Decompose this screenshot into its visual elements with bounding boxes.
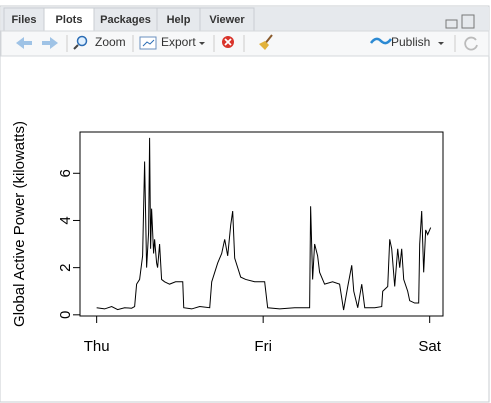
export-icon bbox=[142, 39, 155, 47]
tab[interactable]: Plots bbox=[43, 7, 95, 32]
clear-all-button[interactable] bbox=[259, 34, 273, 50]
tab[interactable]: Help bbox=[156, 7, 201, 32]
y-tick-label: 6 bbox=[57, 169, 74, 177]
zoom-icon bbox=[76, 35, 88, 47]
tab-label: Help bbox=[167, 14, 191, 26]
back-button[interactable] bbox=[16, 37, 32, 49]
tab[interactable]: Packages bbox=[93, 7, 158, 32]
publish-icon bbox=[369, 37, 393, 45]
tab-label: Viewer bbox=[209, 14, 245, 26]
y-tick-label: 2 bbox=[57, 263, 74, 271]
chart: Global Active Power (kilowatts) 0 2 4 6 Thu F… bbox=[11, 121, 444, 355]
dropdown-arrow bbox=[199, 42, 205, 45]
broom-icon bbox=[259, 41, 269, 50]
data-line bbox=[96, 137, 432, 311]
zoom-label: Zoom bbox=[95, 35, 126, 49]
plot-box bbox=[79, 131, 444, 317]
forward-button[interactable] bbox=[42, 37, 58, 49]
x-tick-label: Thu bbox=[84, 338, 110, 355]
tab[interactable]: Files bbox=[3, 7, 45, 32]
zoom-button[interactable]: Zoom bbox=[73, 35, 126, 50]
dropdown-arrow bbox=[438, 42, 444, 45]
tab[interactable]: Viewer bbox=[199, 7, 255, 32]
minimize-button[interactable] bbox=[445, 19, 458, 29]
refresh-button[interactable] bbox=[464, 36, 478, 51]
remove-icon bbox=[224, 38, 232, 46]
pane-border bbox=[0, 5, 490, 403]
publish-label: Publish bbox=[391, 35, 430, 49]
remove-plot-button[interactable] bbox=[222, 36, 234, 48]
x-tick-label: Sat bbox=[418, 338, 441, 355]
tab-label: Packages bbox=[100, 14, 151, 26]
y-tick-label: 4 bbox=[57, 216, 74, 224]
tabs: Files Plots Packages Help Viewer bbox=[3, 7, 255, 32]
zoom-icon bbox=[73, 44, 79, 50]
export-button[interactable]: Export bbox=[139, 35, 205, 50]
y-tick-label: 0 bbox=[57, 311, 74, 319]
tab-label: Files bbox=[11, 14, 36, 26]
x-tick-label: Fri bbox=[254, 338, 272, 355]
export-label: Export bbox=[161, 35, 196, 49]
toolbar bbox=[0, 30, 490, 57]
tab-label: Plots bbox=[56, 14, 83, 26]
y-axis-label: Global Active Power (kilowatts) bbox=[11, 121, 28, 327]
publish-button[interactable]: Publish bbox=[369, 35, 444, 49]
maximize-button[interactable] bbox=[461, 14, 475, 29]
